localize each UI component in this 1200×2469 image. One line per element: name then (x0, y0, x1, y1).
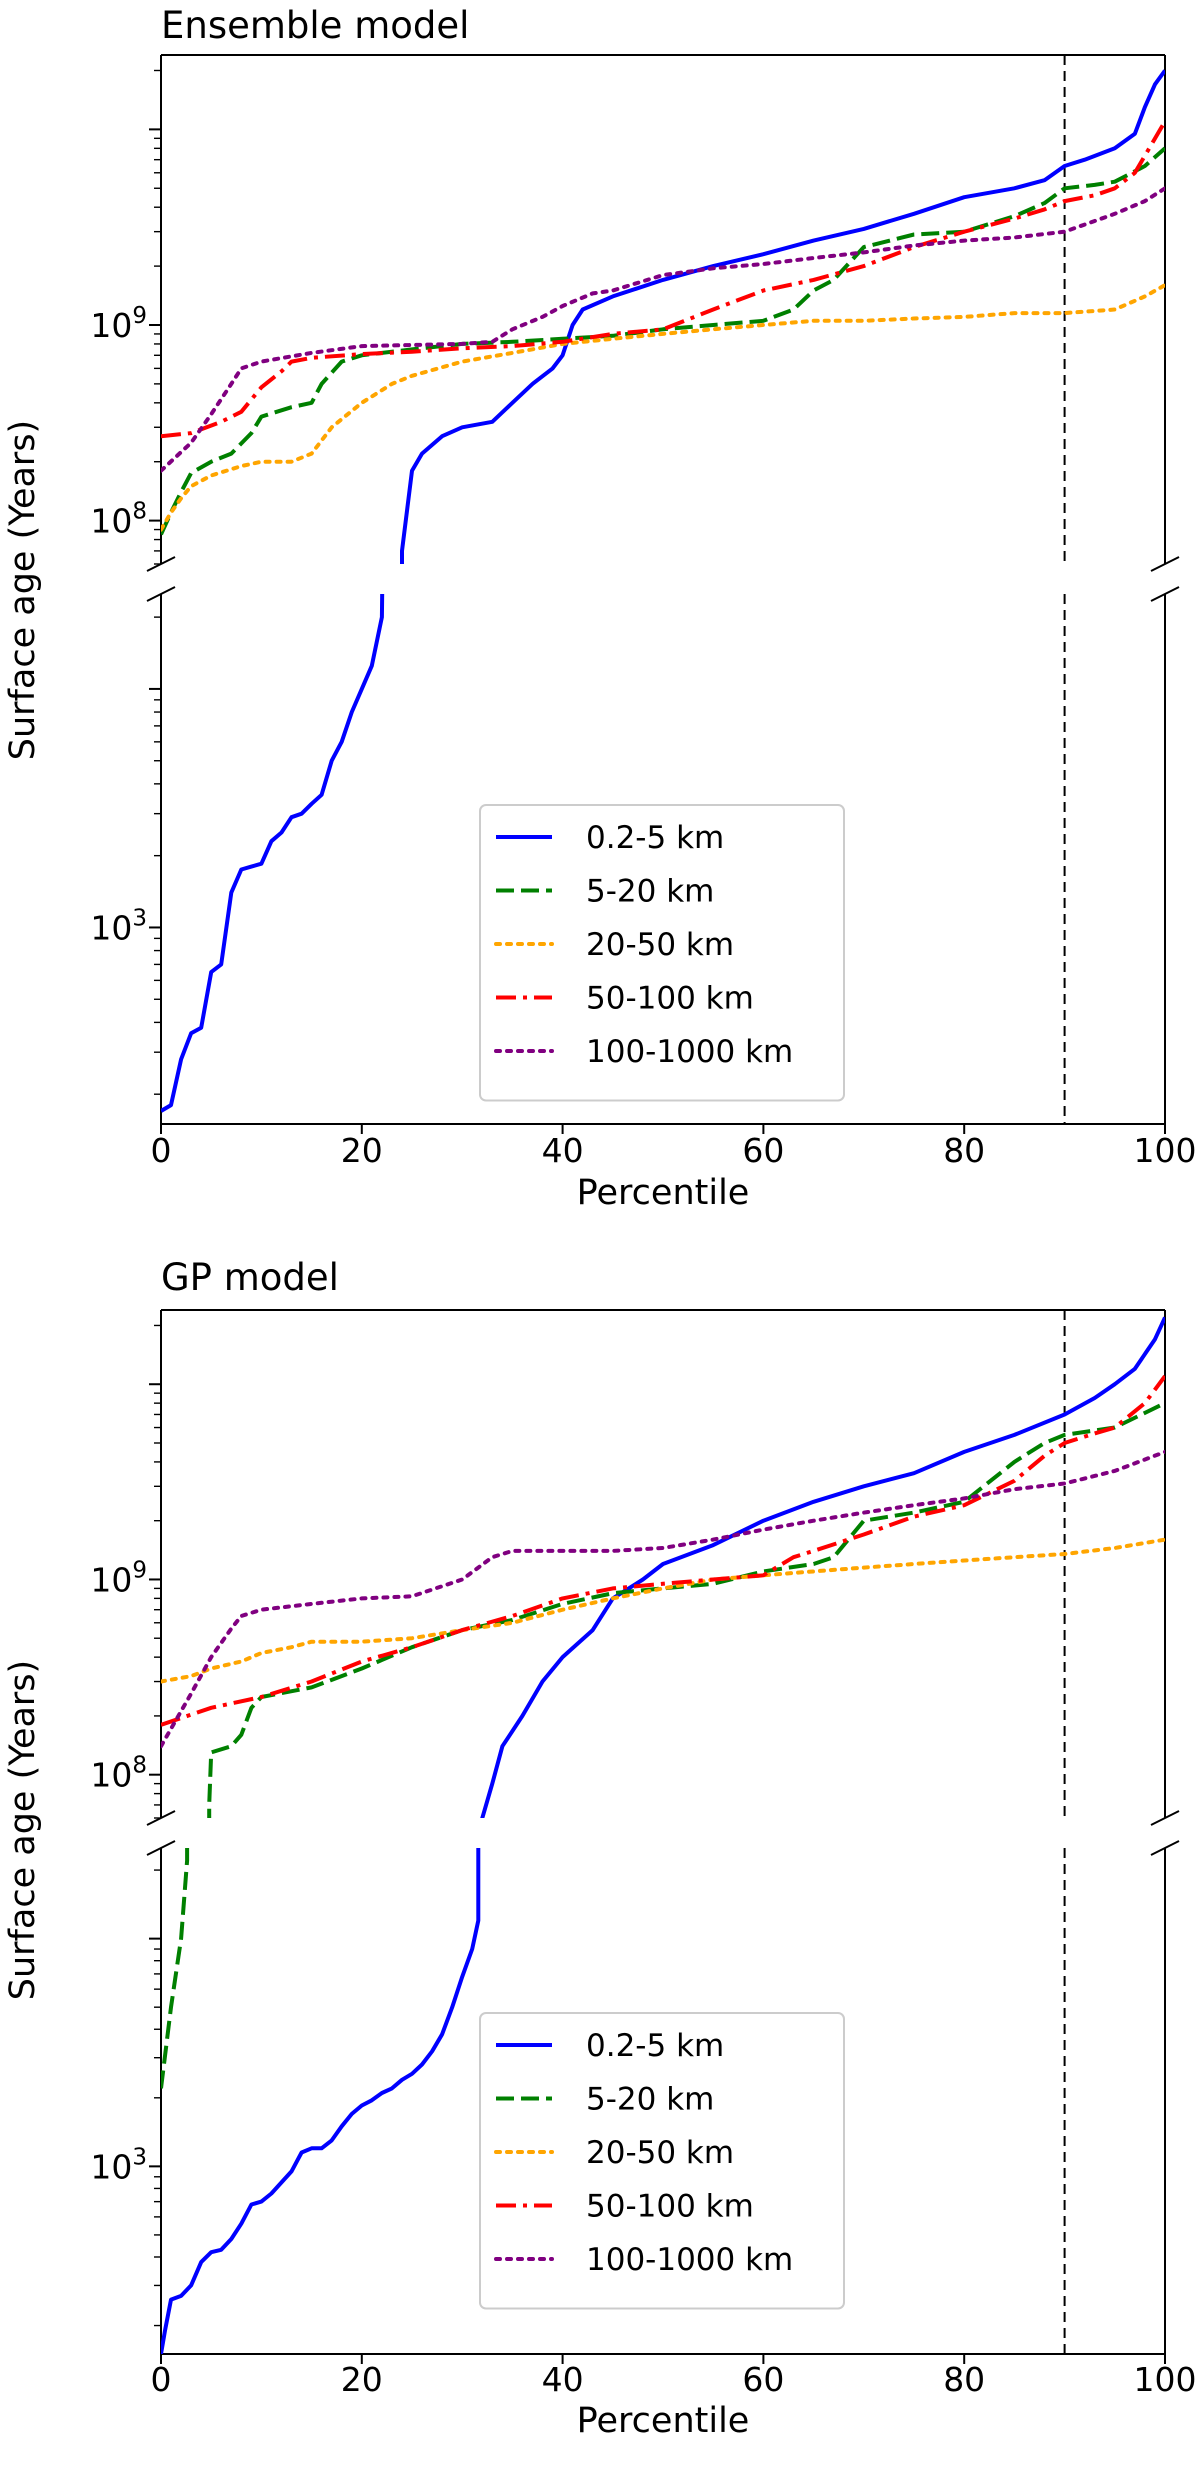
legend-label: 0.2-5 km (586, 2028, 724, 2064)
series-line-20-50km (161, 1537, 1165, 1684)
series-line-5-20km (161, 1848, 190, 2089)
x-tick-label: 20 (341, 1131, 383, 1170)
legend-label: 5-20 km (586, 874, 714, 910)
legend: 0.2-5 km 5-20 km 20-50 km 50-100 km 100-1000… (479, 804, 845, 1102)
series-line-50-100km (161, 1374, 1165, 1727)
axis-break-mark (1150, 556, 1180, 572)
series-line-100-1000km (161, 186, 1165, 473)
legend-label: 100-1000 km (586, 2242, 793, 2278)
x-tick-label: 100 (1134, 1131, 1197, 1170)
axis-break-mark (1150, 1840, 1180, 1856)
series-line-20-50km (161, 283, 1165, 532)
legend-box (479, 2012, 845, 2310)
series-line-0.2-5km (161, 1848, 481, 2354)
x-tick-label: 20 (341, 2360, 383, 2399)
x-tick-label: 60 (742, 2360, 784, 2399)
axis-break-mark (146, 1840, 176, 1856)
y-tick-label: 108 (90, 499, 147, 541)
legend: 0.2-5 km 5-20 km 20-50 km 50-100 km 100-1000… (479, 2012, 845, 2310)
chart-title: Ensemble model (161, 4, 469, 47)
series-line-0.2-5km (161, 594, 385, 1113)
y-axis-label: Surface age (Years) (3, 420, 43, 760)
y-tick-label: 103 (90, 905, 147, 947)
legend-label: 50-100 km (586, 2189, 754, 2225)
axis-break-mark (146, 586, 176, 602)
x-axis-label: Percentile (577, 2401, 750, 2441)
x-tick-label: 80 (943, 1131, 985, 1170)
series-line-5-20km (161, 146, 1165, 536)
chart-title: GP model (161, 1256, 339, 1299)
legend-box (479, 804, 845, 1102)
series-line-50-100km (161, 120, 1165, 439)
series-line-0.2-5km (480, 1316, 1165, 1818)
legend-label: 100-1000 km (586, 1034, 793, 1070)
axis-break-mark (1150, 586, 1180, 602)
y-tick-label: 109 (90, 303, 147, 345)
axis-break-mark (1150, 1810, 1180, 1826)
y-tick-label: 109 (90, 1557, 147, 1599)
y-tick-label: 108 (90, 1753, 147, 1795)
series-line-5-20km (207, 1401, 1165, 1818)
series-line-100-1000km (161, 1449, 1165, 1749)
x-tick-label: 0 (151, 2360, 172, 2399)
x-tick-label: 80 (943, 2360, 985, 2399)
chart-panel-1: GP model 0 20 40 60 80 100 Percentile Surface ag… (3, 1256, 1197, 2441)
x-tick-label: 60 (742, 1131, 784, 1170)
x-tick-label: 40 (542, 1131, 584, 1170)
legend-label: 5-20 km (586, 2082, 714, 2118)
x-axis-label: Percentile (577, 1173, 750, 1213)
legend-label: 20-50 km (586, 2135, 734, 2171)
y-axis-label: Surface age (Years) (3, 1660, 43, 2000)
legend-label: 0.2-5 km (586, 820, 724, 856)
legend-label: 20-50 km (586, 927, 734, 963)
chart-panel-0: Ensemble model 0 20 40 60 80 100 Percentile Surf… (3, 4, 1197, 1213)
x-tick-label: 40 (542, 2360, 584, 2399)
y-tick-label: 103 (90, 2144, 147, 2186)
x-tick-label: 100 (1134, 2360, 1197, 2399)
x-tick-label: 0 (151, 1131, 172, 1170)
legend-label: 50-100 km (586, 981, 754, 1017)
